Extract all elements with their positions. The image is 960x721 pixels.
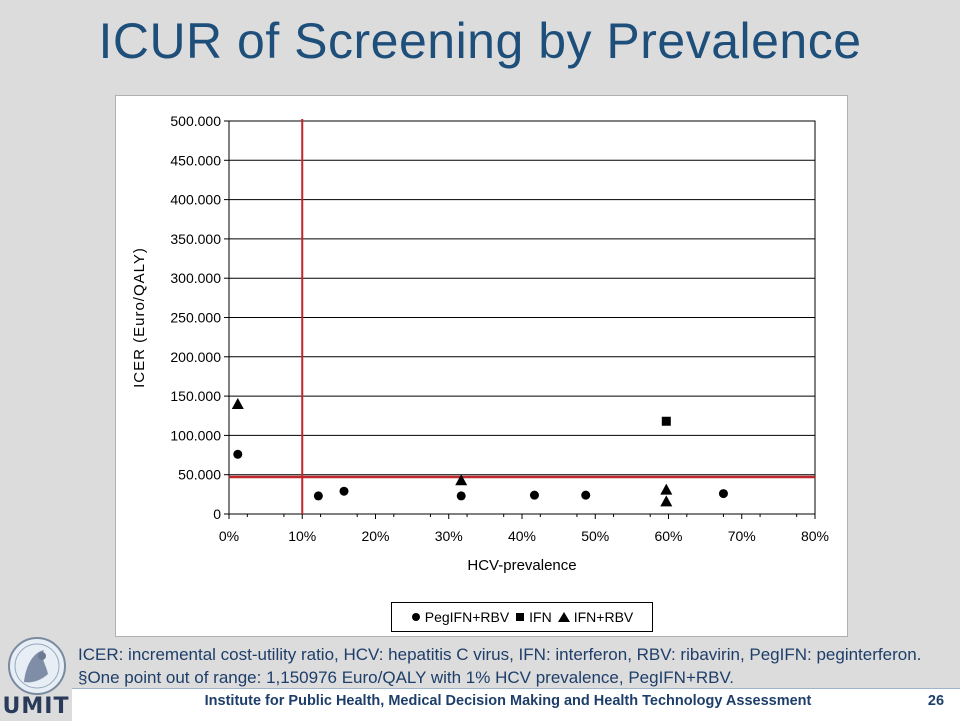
y-tick-label: 500.000 bbox=[170, 113, 221, 129]
point-pegifn-rbv bbox=[233, 449, 243, 459]
y-tick-label: 100.000 bbox=[170, 427, 221, 443]
square-marker-icon bbox=[516, 613, 525, 621]
point-pegifn-rbv bbox=[313, 491, 323, 501]
x-tick-label: 20% bbox=[361, 528, 389, 544]
x-tick-label: 70% bbox=[728, 528, 756, 544]
footer-institute: Institute for Public Health, Medical Dec… bbox=[204, 693, 812, 709]
y-tick-label: 450.000 bbox=[170, 152, 221, 168]
x-tick-label: 80% bbox=[801, 528, 829, 544]
chart-area: 0 50.000 100.000 150.000 200.000 250.000 300.0… bbox=[115, 95, 848, 637]
y-tick-label: 400.000 bbox=[170, 192, 221, 208]
y-tick-label: 150.000 bbox=[170, 388, 221, 404]
logo-text: UMIT bbox=[2, 694, 70, 719]
x-tick-label: 60% bbox=[654, 528, 682, 544]
point-pegifn-rbv bbox=[581, 490, 591, 500]
x-axis-label: HCV-prevalence bbox=[467, 557, 576, 574]
page-number: 26 bbox=[927, 693, 945, 709]
legend-label-pegifn-rbv: PegIFN+RBV bbox=[424, 609, 510, 625]
point-pegifn-rbv bbox=[456, 491, 466, 501]
legend-item-ifn: IFN bbox=[515, 609, 552, 625]
legend-item-pegifn-rbv: PegIFN+RBV bbox=[411, 609, 509, 625]
chart-legend: PegIFN+RBV IFN IFN+RBV bbox=[391, 602, 653, 632]
x-tick-label: 10% bbox=[288, 528, 316, 544]
point-pegifn-rbv bbox=[529, 490, 539, 500]
institute-logo-icon bbox=[8, 637, 66, 695]
legend-item-ifn-rbv: IFN+RBV bbox=[557, 609, 634, 625]
y-tick-label: 50.000 bbox=[178, 467, 221, 483]
x-tick-label: 40% bbox=[508, 528, 536, 544]
circle-marker-icon bbox=[411, 613, 420, 621]
footer-bar bbox=[72, 688, 960, 721]
y-tick-label: 200.000 bbox=[170, 349, 221, 365]
y-tick-label: 0 bbox=[213, 506, 221, 522]
point-ifn-rbv bbox=[660, 495, 673, 507]
y-tick-label: 350.000 bbox=[170, 231, 221, 247]
legend-label-ifn: IFN bbox=[529, 609, 552, 625]
point-ifn-rbv bbox=[231, 397, 244, 409]
point-ifn bbox=[661, 416, 671, 426]
point-pegifn-rbv bbox=[718, 489, 728, 499]
point-pegifn-rbv bbox=[339, 486, 349, 496]
scatter-chart: 0 50.000 100.000 150.000 200.000 250.000 300.0… bbox=[131, 113, 829, 574]
triangle-marker-icon bbox=[557, 612, 570, 622]
point-ifn-rbv bbox=[660, 483, 673, 495]
legend-label-ifn-rbv: IFN+RBV bbox=[573, 609, 634, 625]
footnote: ICER: incremental cost-utility ratio, HC… bbox=[78, 645, 922, 687]
slide-title: ICUR of Screening by Prevalence bbox=[98, 13, 862, 69]
x-tick-label: 0% bbox=[219, 528, 239, 544]
y-tick-label: 250.000 bbox=[170, 310, 221, 326]
y-axis-label: ICER (Euro/QALY) bbox=[131, 247, 148, 388]
x-tick-label: 30% bbox=[435, 528, 463, 544]
y-tick-label: 300.000 bbox=[170, 270, 221, 286]
point-ifn-rbv bbox=[455, 474, 468, 486]
x-tick-label: 50% bbox=[581, 528, 609, 544]
